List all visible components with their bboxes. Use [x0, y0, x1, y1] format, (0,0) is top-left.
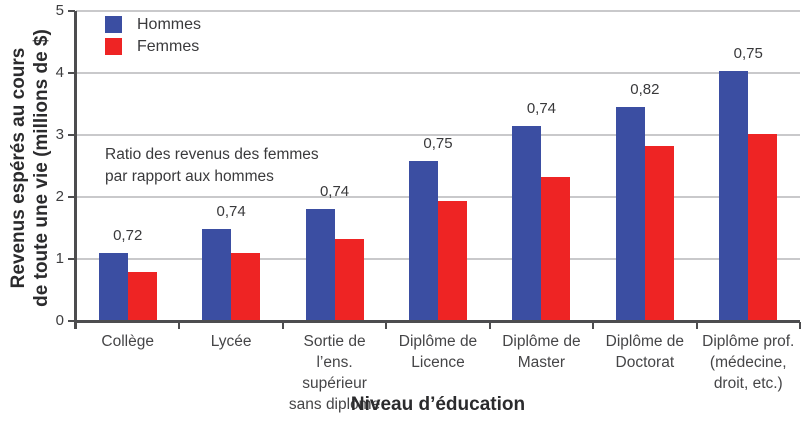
x-axis-title: Niveau d’éducation — [350, 394, 526, 415]
y-axis-line — [74, 11, 77, 329]
ratio-label: 0,82 — [630, 81, 660, 99]
bar-femmes-5 — [644, 145, 674, 320]
bar-femmes-4 — [541, 176, 571, 320]
femmes-color-swatch — [105, 37, 122, 55]
x-category-label: Diplôme de Doctorat — [605, 333, 685, 371]
y-tick-label: 5 — [55, 2, 64, 19]
y-tick-label: 4 — [55, 64, 64, 81]
legend-item-femmes: Femmes — [105, 35, 201, 57]
gridline — [76, 196, 800, 198]
legend-label-hommes: Hommes — [137, 15, 202, 33]
y-tick-label: 2 — [55, 188, 64, 205]
x-category-label: Lycée — [210, 333, 252, 350]
y-tick — [68, 134, 75, 136]
x-tick — [178, 322, 181, 329]
y-tick-label: 0 — [55, 312, 64, 329]
y-tick — [68, 72, 75, 74]
ratio-label: 0,74 — [216, 203, 246, 221]
ratio-annotation: Ratio des revenus des femmes par rapport… — [105, 144, 319, 187]
ratio-label: 0,74 — [319, 183, 350, 201]
ratio-label: 0,74 — [526, 99, 557, 117]
gridline — [76, 72, 800, 74]
x-axis-line — [74, 320, 800, 323]
x-tick — [385, 322, 388, 329]
y-tick-label: 1 — [55, 250, 64, 267]
x-tick — [281, 322, 284, 329]
gridline — [76, 134, 800, 136]
y-tick — [68, 320, 75, 322]
bar-hommes-3 — [409, 161, 438, 320]
x-tick — [592, 322, 595, 329]
bar-hommes-5 — [615, 107, 645, 320]
y-tick — [68, 196, 75, 198]
x-category-label: Collège — [101, 333, 154, 350]
x-tick — [488, 322, 491, 329]
bar-hommes-6 — [719, 71, 749, 320]
x-tick — [799, 322, 801, 329]
bar-femmes-3 — [438, 200, 467, 320]
bar-femmes-1 — [231, 252, 261, 320]
bar-hommes-4 — [512, 125, 542, 320]
hommes-color-swatch — [105, 15, 122, 33]
ratio-label: 0,75 — [423, 135, 453, 153]
gridline — [76, 10, 800, 12]
bar-femmes-6 — [748, 133, 778, 320]
x-category-label: Diplôme de Licence — [398, 333, 478, 371]
legend-label-femmes: Femmes — [137, 37, 200, 55]
ratio-label: 0,75 — [733, 45, 763, 63]
bar-hommes-1 — [202, 229, 232, 320]
y-axis-title-line1: Revenus espérés au cours — [8, 47, 29, 289]
y-tick-label: 3 — [55, 126, 64, 143]
ratio-annotation-line2: par rapport aux hommes — [105, 167, 274, 185]
ratio-label: 0,72 — [113, 226, 143, 244]
bar-femmes-2 — [334, 238, 364, 320]
y-tick — [68, 258, 75, 260]
ratio-annotation-line1: Ratio des revenus des femmes — [105, 146, 319, 163]
x-tick — [695, 322, 698, 329]
legend-item-hommes: Hommes — [105, 13, 201, 35]
legend: Hommes Femmes — [105, 13, 201, 57]
x-category-label: Diplôme de Master — [502, 333, 581, 371]
y-tick — [68, 10, 75, 12]
x-category-label: Diplôme prof. (médecine, droit, etc.) — [702, 333, 795, 392]
bar-femmes-0 — [127, 272, 157, 320]
bar-hommes-2 — [305, 209, 335, 320]
x-category-label: Sortie de l’ens. supérieur sans diplôme — [288, 333, 381, 413]
bar-hommes-0 — [98, 252, 128, 320]
